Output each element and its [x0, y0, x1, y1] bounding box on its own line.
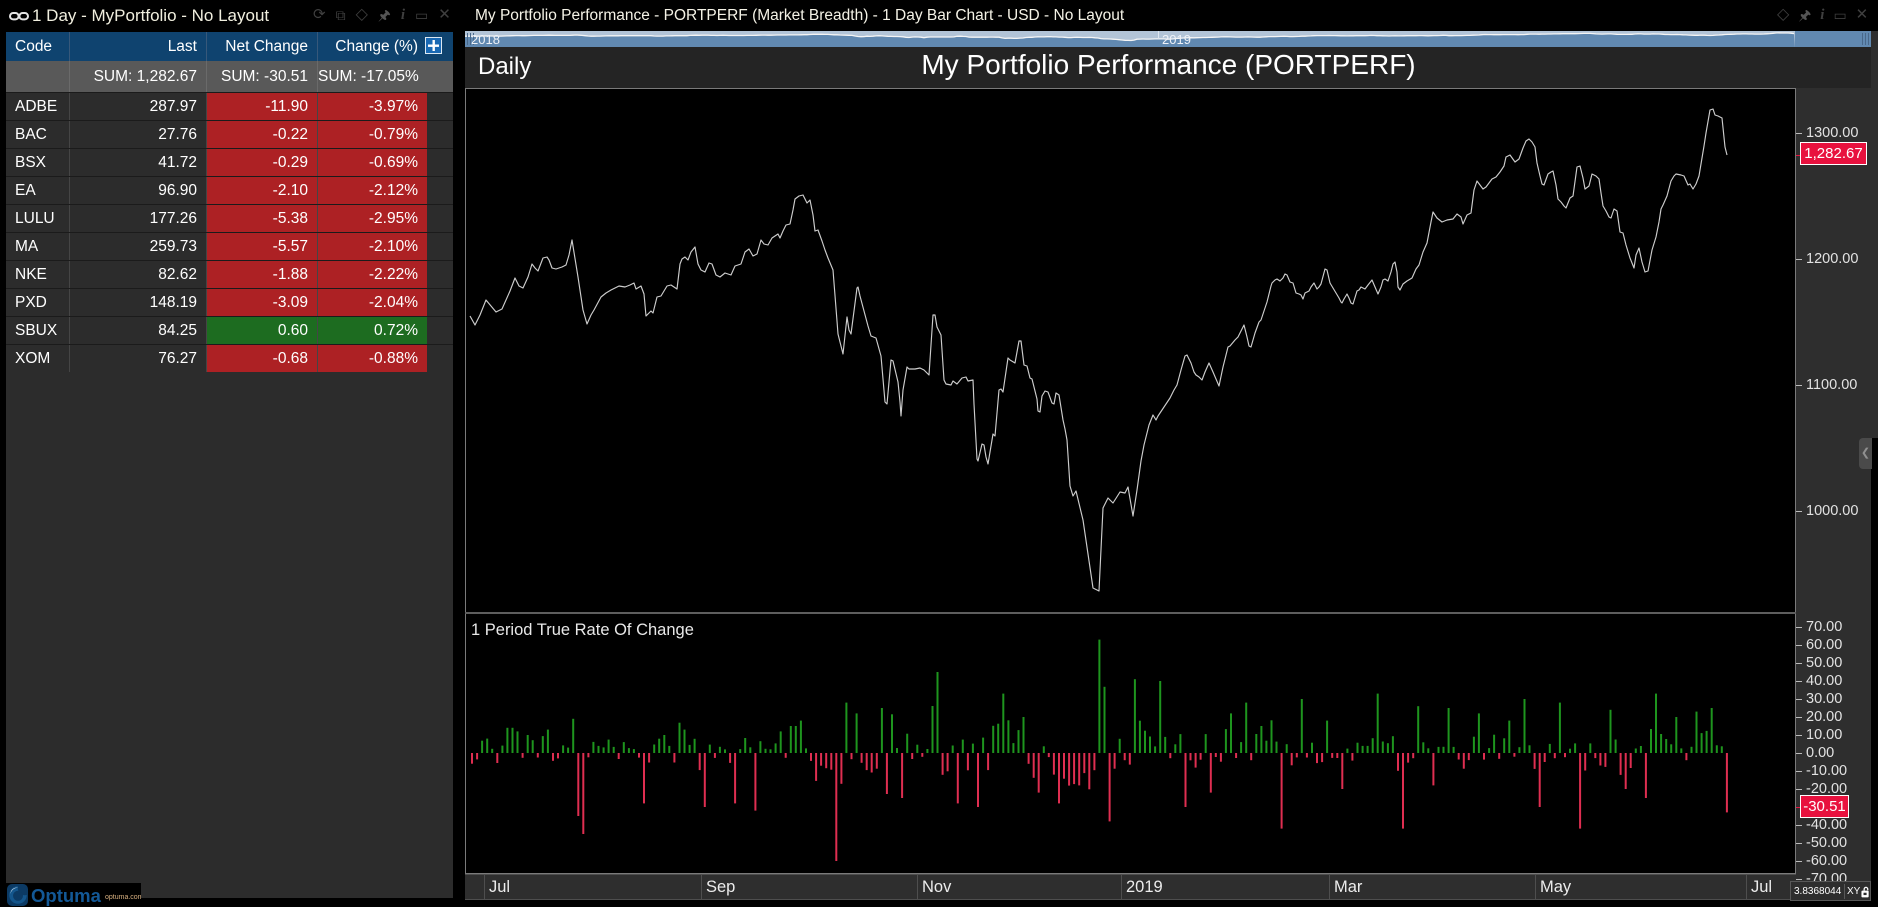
svg-text:1 Period True Rate Of Change: 1 Period True Rate Of Change — [471, 621, 694, 639]
svg-text:Optuma: Optuma — [31, 885, 102, 906]
svg-text:2018: 2018 — [471, 32, 500, 47]
svg-text:optuma.com: optuma.com — [105, 894, 141, 901]
svg-text:2019: 2019 — [1162, 32, 1191, 47]
